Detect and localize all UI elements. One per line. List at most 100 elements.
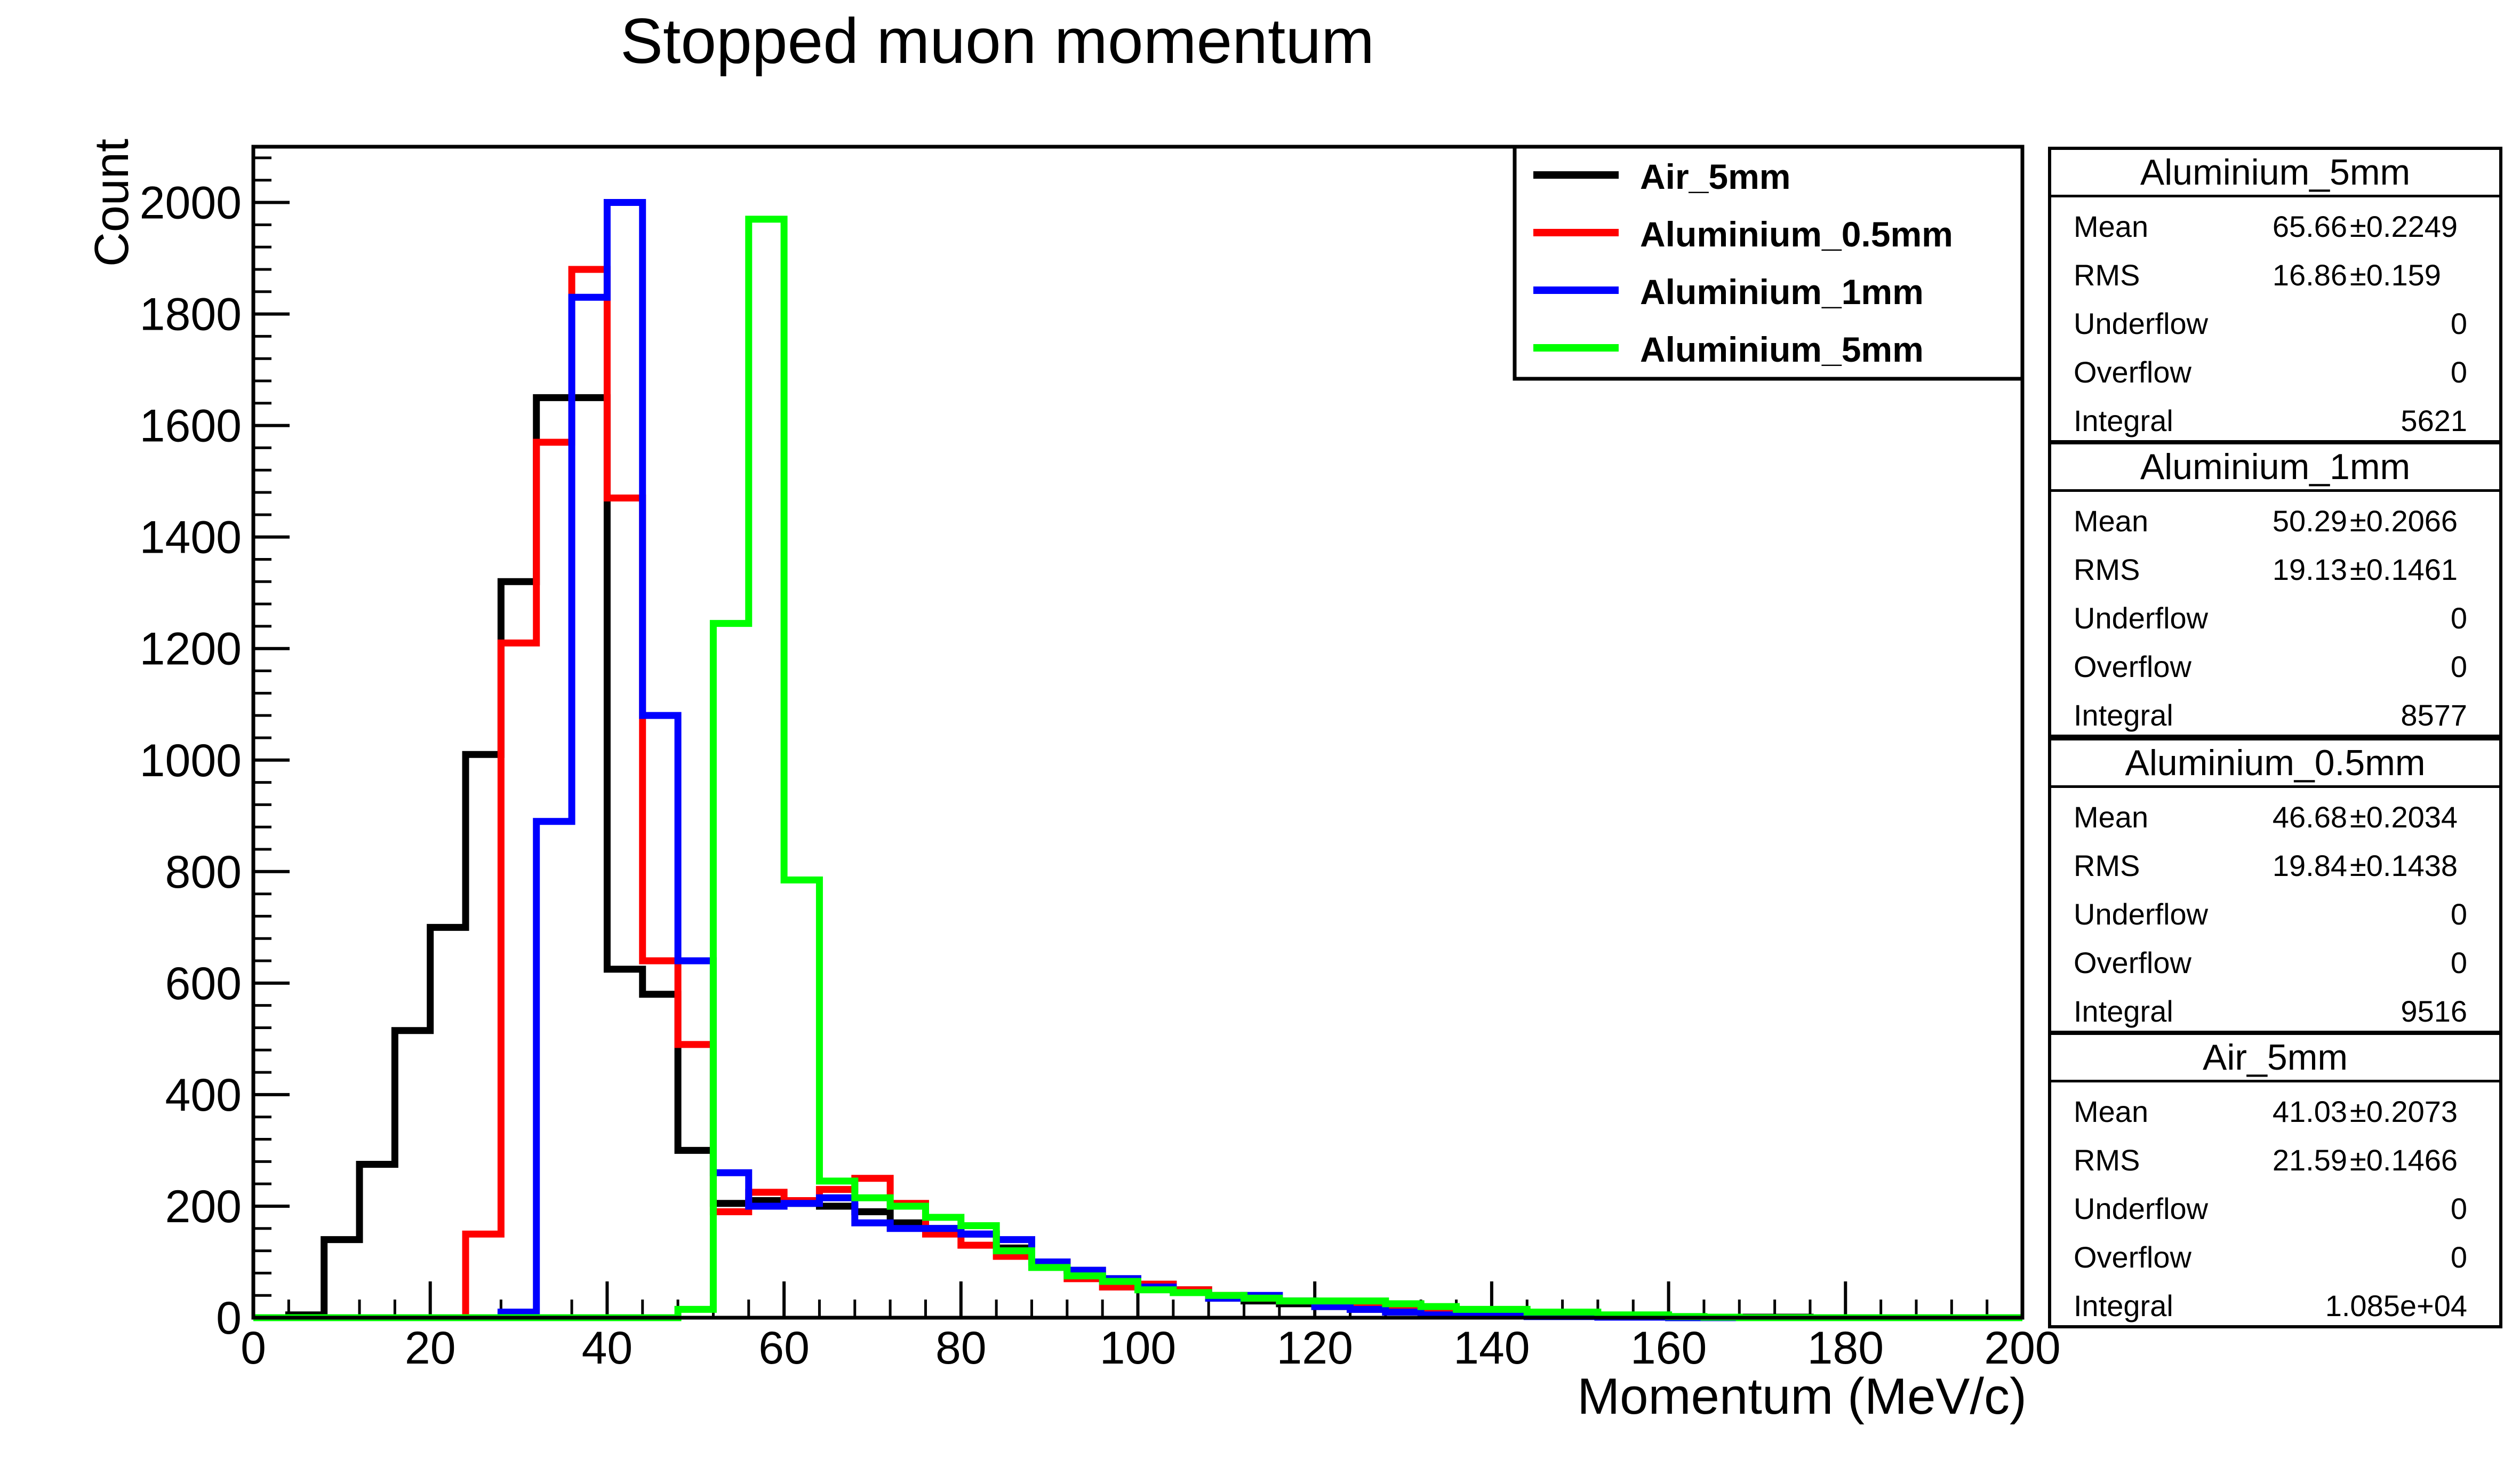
x-tick-label: 60 [758,1322,810,1374]
stats-box: Air_5mm Mean 41.03 ±0.2073 RMS 21.59 ±0.1466 Un… [2048,1032,2502,1328]
stats-value: 8577 [2401,698,2467,732]
stats-error: ±0.2034 [2350,800,2458,834]
y-tick-label: 800 [165,847,242,898]
stats-label: RMS [2074,553,2140,586]
y-tick-label: 1000 [140,735,242,786]
stats-value: 0 [2450,1192,2467,1225]
x-tick-label: 40 [582,1322,633,1374]
stats-value: 0 [2450,601,2467,635]
stats-label: Underflow [2074,897,2209,931]
stats-label: Mean [2074,800,2149,834]
legend-label: Air_5mm [1640,157,1790,196]
stats-value: 21.59 [2272,1143,2347,1177]
stats-value: 5621 [2401,404,2467,437]
legend-label: Aluminium_5mm [1640,330,1924,369]
y-tick-label: 1600 [140,401,242,452]
y-tick-label: 200 [165,1181,242,1232]
y-tick-label: 400 [165,1070,242,1121]
stats-title: Aluminium_0.5mm [2051,740,2499,788]
stats-row: Mean 50.29 ±0.2066 [2051,492,2499,540]
x-tick-label: 20 [405,1322,456,1374]
y-tick-label: 600 [165,958,242,1009]
stats-error: ±0.1461 [2350,553,2458,586]
y-axis-label: Count [85,139,139,267]
stats-value: 50.29 [2272,504,2347,538]
x-tick-label: 180 [1807,1322,1884,1374]
stats-value: 0 [2450,355,2467,389]
stats-row: Integral 5621 [2051,392,2499,440]
stats-error: ±0.159 [2350,258,2441,292]
stats-row: RMS 19.84 ±0.1438 [2051,836,2499,885]
legend-label: Aluminium_1mm [1640,272,1924,312]
plot-frame [251,145,2025,1320]
stats-error: ±0.2249 [2350,210,2458,243]
x-tick-label: 160 [1630,1322,1707,1374]
x-tick-label: 120 [1276,1322,1353,1374]
legend-label: Aluminium_0.5mm [1640,214,1953,254]
stats-row: RMS 16.86 ±0.159 [2051,246,2499,294]
stats-row: Underflow 0 [2051,294,2499,343]
stats-value: 19.13 [2272,553,2347,586]
stats-row: Integral 1.085e+04 [2051,1277,2499,1325]
stats-row: Mean 41.03 ±0.2073 [2051,1082,2499,1131]
stats-row: RMS 21.59 ±0.1466 [2051,1131,2499,1180]
stats-row: Underflow 0 [2051,885,2499,934]
stats-title: Air_5mm [2051,1035,2499,1082]
stats-value: 65.66 [2272,210,2347,243]
stats-row: Mean 65.66 ±0.2249 [2051,197,2499,246]
stats-label: Integral [2074,1289,2173,1322]
stats-label: Overflow [2074,650,2191,683]
axis-ticks: 0 200 400 600 800 1000 1200 1400 1600 1800 2000 0 20… [140,156,2061,1374]
stats-error: ±0.1466 [2350,1143,2458,1177]
stats-row: Mean 46.68 ±0.2034 [2051,788,2499,836]
y-tick-label: 0 [216,1293,242,1344]
chart-title: Stopped muon momentum [620,5,1374,77]
y-tick-label: 2000 [140,178,242,229]
stats-label: Mean [2074,504,2149,538]
y-tick-label: 1400 [140,512,242,563]
series-line-aluminium-5mm [253,216,2022,1321]
stats-label: Overflow [2074,355,2191,389]
stats-label: Mean [2074,1095,2149,1128]
stats-label: Integral [2074,404,2173,437]
x-axis-label: Momentum (MeV/c) [1577,1368,2027,1425]
x-tick-label: 100 [1100,1322,1177,1374]
stats-label: Overflow [2074,1240,2191,1274]
stats-row: Integral 8577 [2051,686,2499,735]
stats-row: Overflow 0 [2051,343,2499,392]
stats-value: 0 [2450,897,2467,931]
stats-label: Underflow [2074,601,2209,635]
stats-row: Overflow 0 [2051,1228,2499,1277]
stats-error: ±0.1438 [2350,849,2458,882]
stats-error: ±0.2066 [2350,504,2458,538]
stats-label: Integral [2074,698,2173,732]
stats-box: Aluminium_5mm Mean 65.66 ±0.2249 RMS 16.86 ±0.… [2048,147,2502,443]
stats-label: Integral [2074,994,2173,1028]
stats-row: Underflow 0 [2051,589,2499,638]
stats-label: Underflow [2074,307,2209,340]
stats-box: Aluminium_1mm Mean 50.29 ±0.2066 RMS 19.13 ±0.… [2048,441,2502,738]
stats-value: 16.86 [2272,258,2347,292]
stats-value: 0 [2450,1240,2467,1274]
legend: Air_5mm Aluminium_0.5mm Aluminium_1mm Alumi… [1513,145,2025,381]
stats-value: 46.68 [2272,800,2347,834]
stats-row: RMS 19.13 ±0.1461 [2051,540,2499,589]
x-tick-label: 0 [241,1322,266,1374]
stats-row: Overflow 0 [2051,638,2499,686]
y-tick-label: 1800 [140,289,242,340]
stats-row: Overflow 0 [2051,934,2499,982]
stats-value: 0 [2450,307,2467,340]
series-line-air-5mm [253,394,2022,1321]
stats-label: RMS [2074,1143,2140,1177]
stats-label: Overflow [2074,946,2191,979]
stats-label: Underflow [2074,1192,2209,1225]
stats-box: Aluminium_0.5mm Mean 46.68 ±0.2034 RMS 19.84 ±… [2048,737,2502,1034]
stats-title: Aluminium_5mm [2051,150,2499,197]
stats-label: RMS [2074,849,2140,882]
series-line-aluminium-0-5mm [253,266,2022,1321]
stats-label: RMS [2074,258,2140,292]
x-tick-label: 80 [935,1322,987,1374]
y-tick-label: 1200 [140,624,242,675]
x-tick-label: 140 [1453,1322,1530,1374]
x-tick-label: 200 [1984,1322,2061,1374]
